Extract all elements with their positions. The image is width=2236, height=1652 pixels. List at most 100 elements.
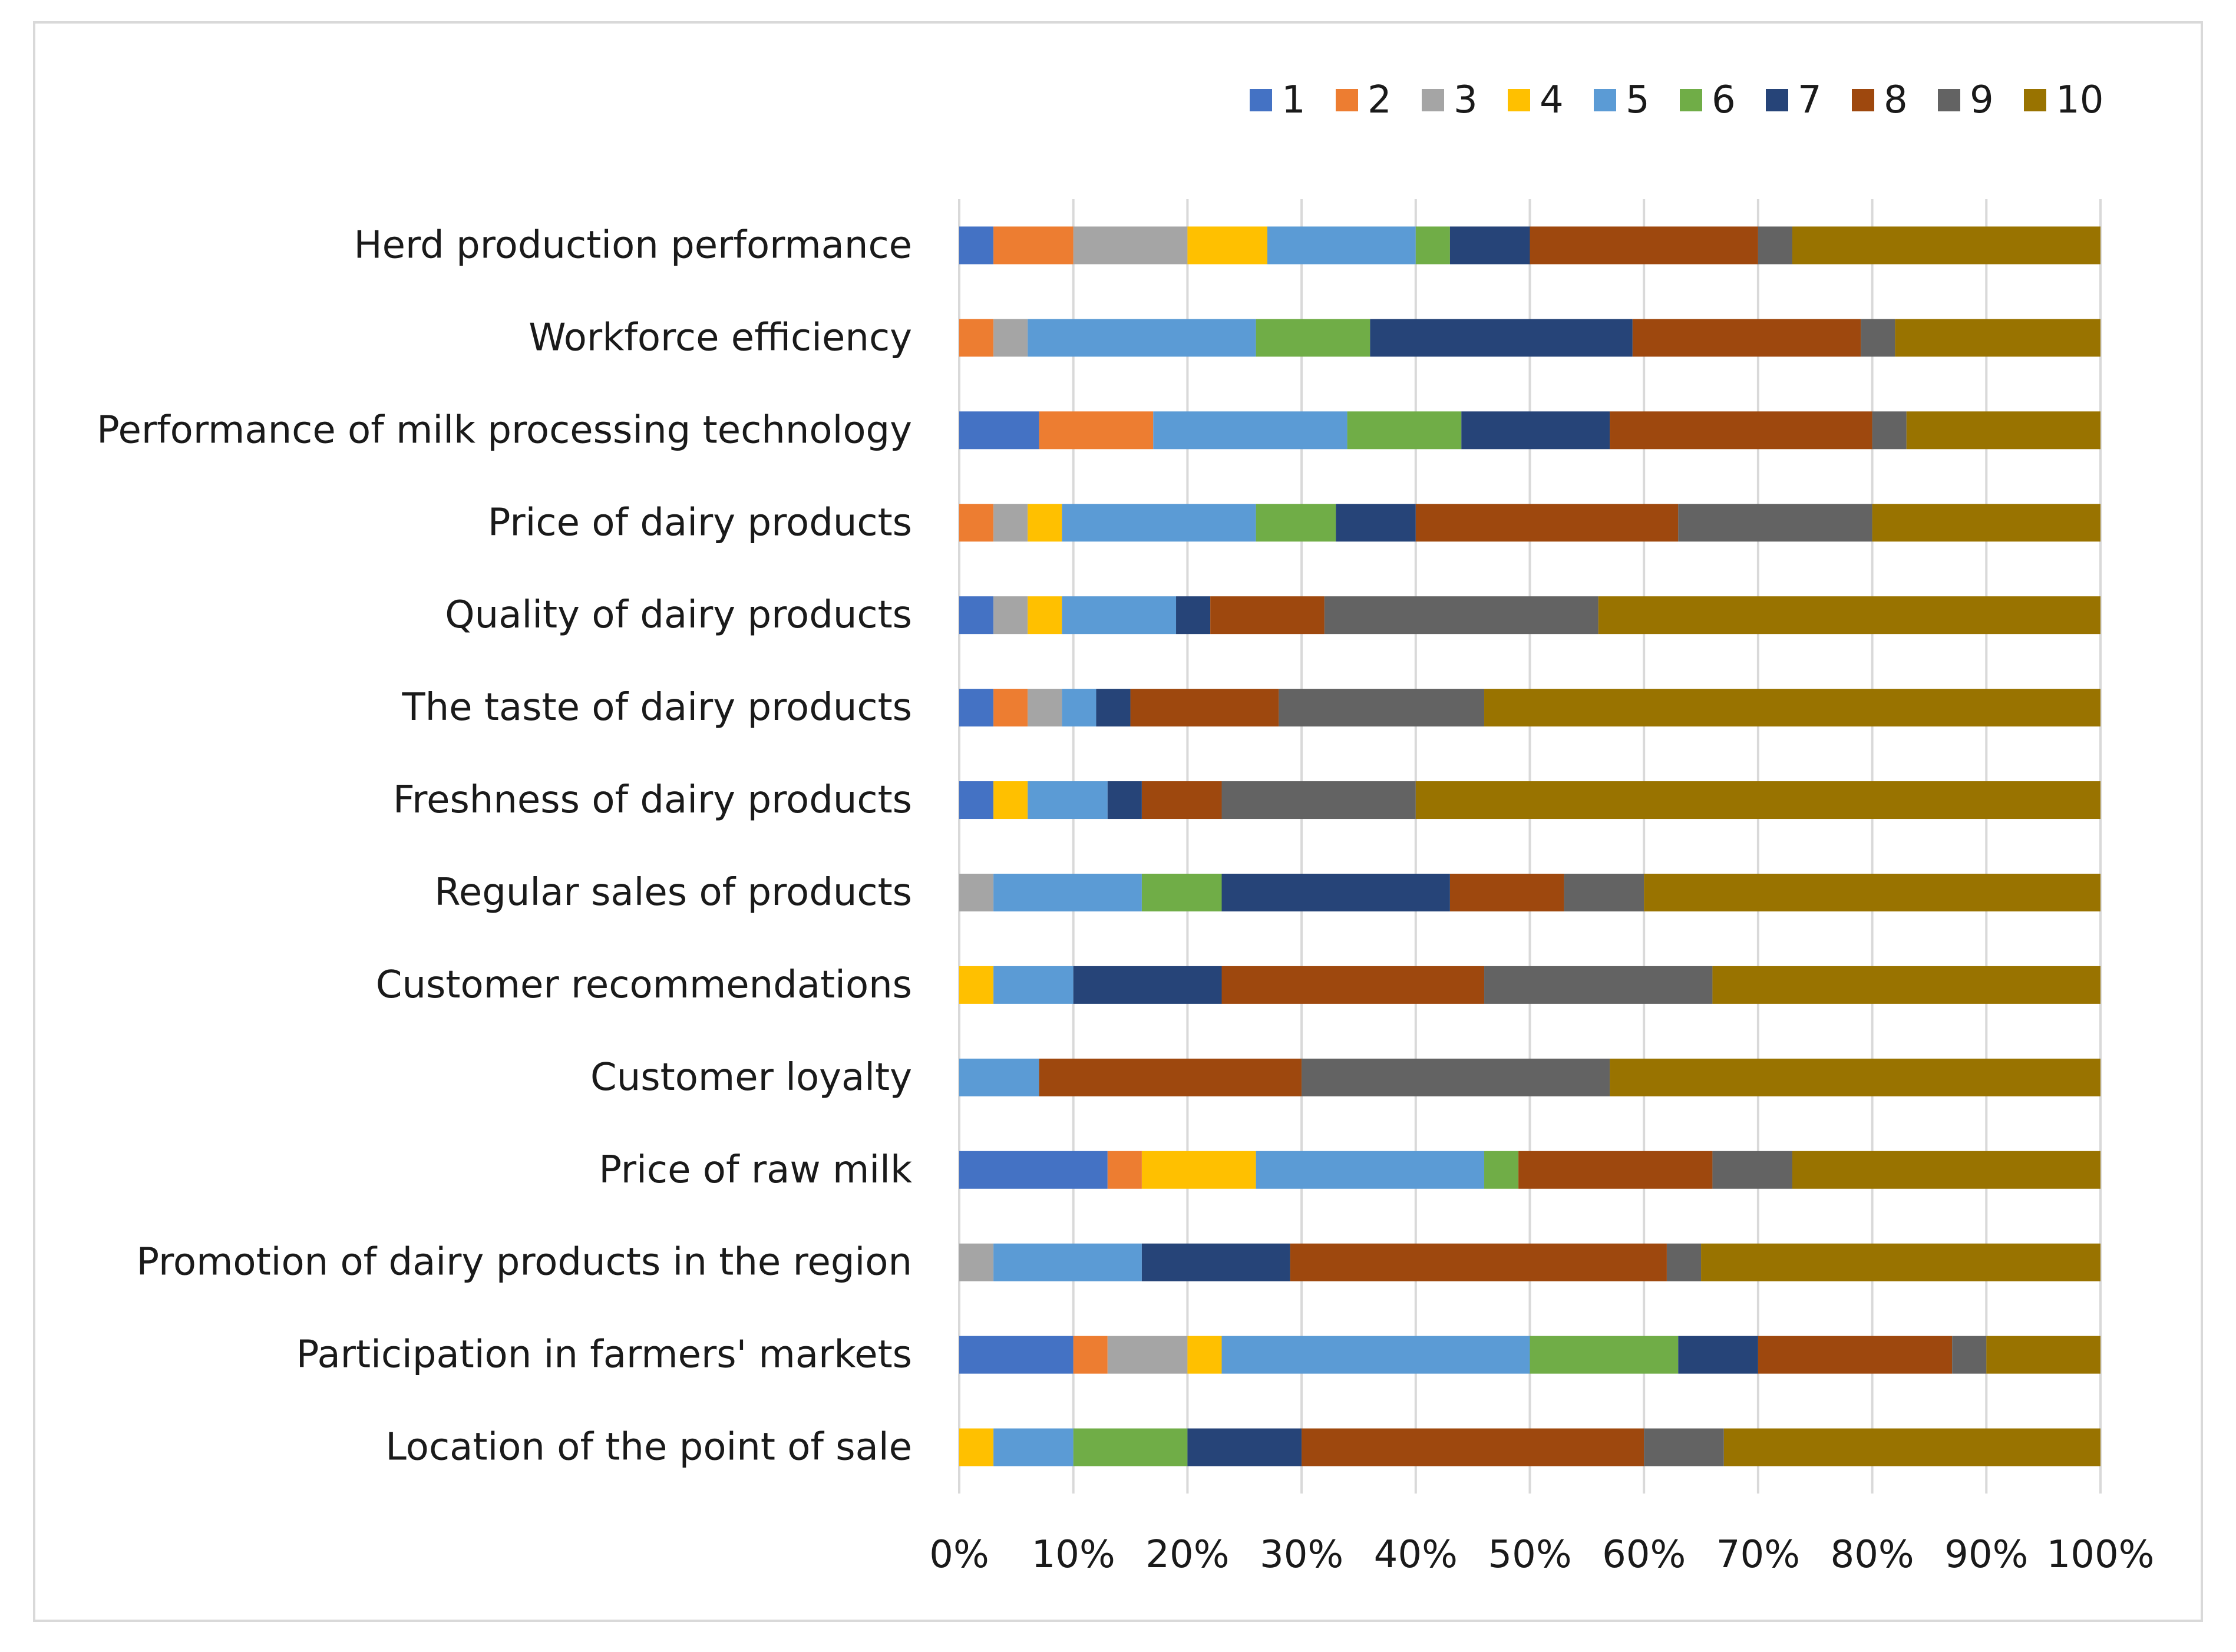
bar-segment-4 — [993, 781, 1028, 820]
bar-segment-7 — [1336, 504, 1416, 542]
bar-segment-9 — [1666, 1243, 1702, 1281]
bar-segment-5 — [1062, 504, 1256, 542]
bar-segment-2 — [1107, 1151, 1142, 1189]
bar-segment-8 — [1302, 1428, 1644, 1466]
bar-segment-10 — [1610, 1058, 2100, 1096]
legend-label-3: 3 — [1454, 78, 1478, 122]
bar-segment-10 — [1484, 689, 2100, 727]
bars — [959, 226, 2100, 1466]
category-label: Participation in farmers' markets — [296, 1333, 912, 1377]
bar-segment-4 — [959, 1428, 994, 1466]
category-label: Freshness of dairy products — [393, 778, 912, 822]
bar-segment-3 — [993, 504, 1028, 542]
legend-swatch-1 — [1250, 89, 1272, 111]
x-tick-label: 60% — [1602, 1533, 1686, 1577]
bar-segment-8 — [1449, 873, 1564, 911]
bar-segment-9 — [1758, 226, 1793, 265]
legend-label-1: 1 — [1282, 78, 1306, 122]
bar-segment-7 — [1096, 689, 1131, 727]
legend: 1 2 3 4 5 6 7 8 9 10 — [1250, 78, 2103, 122]
x-tick-label: 20% — [1145, 1533, 1229, 1577]
bar-segment-10 — [1644, 873, 2100, 911]
bar-segment-3 — [993, 596, 1028, 635]
bar-segment-3 — [993, 319, 1028, 357]
bar-segment-3 — [959, 873, 994, 911]
bar-segment-10 — [1906, 411, 2100, 450]
bar-segment-5 — [1256, 1151, 1485, 1189]
bar-segment-5 — [993, 873, 1142, 911]
x-tick-label: 80% — [1830, 1533, 1914, 1577]
bar-segment-8 — [1610, 411, 1872, 450]
bar-segment-8 — [1632, 319, 1861, 357]
x-tick-label: 30% — [1260, 1533, 1343, 1577]
legend-swatch-8 — [1852, 89, 1874, 111]
legend-label-4: 4 — [1540, 78, 1564, 122]
legend-swatch-4 — [1508, 89, 1530, 111]
bar-segment-8 — [1415, 504, 1679, 542]
bar-segment-1 — [959, 596, 994, 635]
bar-segment-9 — [1952, 1336, 1987, 1374]
bar-segment-9 — [1302, 1058, 1610, 1096]
bar-segment-9 — [1484, 966, 1713, 1004]
bar-segment-2 — [959, 319, 994, 357]
bar-segment-9 — [1564, 873, 1644, 911]
bar-segment-9 — [1644, 1428, 1724, 1466]
bar-segment-5 — [1153, 411, 1347, 450]
bar-segment-3 — [1028, 689, 1062, 727]
bar-segment-8 — [1210, 596, 1325, 635]
x-tick-label: 40% — [1374, 1533, 1458, 1577]
bar-segment-4 — [1187, 1336, 1222, 1374]
bar-segment-5 — [1028, 319, 1256, 357]
category-label: Promotion of dairy products in the regio… — [137, 1241, 912, 1284]
bar-segment-10 — [1701, 1243, 2100, 1281]
x-tick-label: 10% — [1032, 1533, 1115, 1577]
legend-swatch-6 — [1680, 89, 1702, 111]
bar-segment-7 — [1187, 1428, 1302, 1466]
bar-segment-4 — [1141, 1151, 1256, 1189]
bar-segment-2 — [959, 504, 994, 542]
category-label: Price of raw milk — [599, 1148, 912, 1192]
bar-segment-9 — [1221, 781, 1416, 820]
bar-segment-8 — [1130, 689, 1279, 727]
bar-segment-4 — [1028, 504, 1062, 542]
bar-segment-5 — [1221, 1336, 1530, 1374]
bar-segment-8 — [1518, 1151, 1713, 1189]
legend-label-8: 8 — [1884, 78, 1908, 122]
legend-label-9: 9 — [1970, 78, 1994, 122]
category-labels: Herd production performance Workforce eff… — [97, 223, 912, 1469]
category-label: Customer loyalty — [590, 1056, 912, 1099]
bar-segment-10 — [1712, 966, 2100, 1004]
category-label: Price of dairy products — [488, 501, 912, 544]
category-label: Location of the point of sale — [385, 1426, 912, 1469]
bar-segment-7 — [1370, 319, 1633, 357]
bar-segment-6 — [1141, 873, 1222, 911]
category-label: Workforce efficiency — [529, 316, 912, 359]
bar-segment-5 — [1028, 781, 1108, 820]
bar-segment-10 — [1415, 781, 2100, 820]
legend-label-7: 7 — [1798, 78, 1822, 122]
bar-segment-7 — [1449, 226, 1530, 265]
bar-segment-8 — [1141, 781, 1222, 820]
bar-segment-5 — [993, 1428, 1074, 1466]
legend-label-2: 2 — [1368, 78, 1392, 122]
bar-segment-9 — [1861, 319, 1895, 357]
bar-segment-5 — [959, 1058, 1039, 1096]
x-tick-label: 90% — [1944, 1533, 2028, 1577]
bar-segment-2 — [993, 226, 1074, 265]
bar-segment-8 — [1758, 1336, 1953, 1374]
bar-segment-6 — [1415, 226, 1450, 265]
bar-segment-7 — [1678, 1336, 1758, 1374]
category-label: Performance of milk processing technolog… — [97, 408, 912, 452]
bar-segment-1 — [959, 689, 994, 727]
bar-segment-5 — [993, 966, 1074, 1004]
bar-segment-6 — [1073, 1428, 1188, 1466]
bar-segment-7 — [1176, 596, 1211, 635]
bar-segment-10 — [1792, 1151, 2100, 1189]
legend-swatch-2 — [1336, 89, 1358, 111]
bar-segment-4 — [1187, 226, 1267, 265]
bar-segment-8 — [1221, 966, 1485, 1004]
x-tick-label: 0% — [929, 1533, 989, 1577]
bar-segment-1 — [959, 1336, 1074, 1374]
bar-segment-1 — [959, 411, 1039, 450]
